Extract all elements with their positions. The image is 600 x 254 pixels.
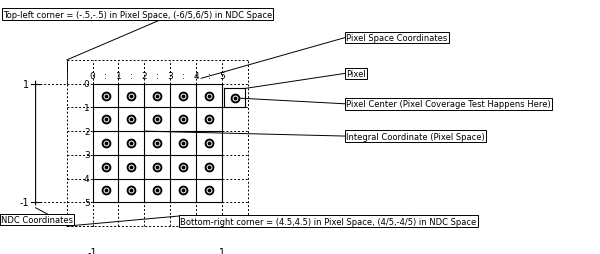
Text: 4: 4 bbox=[193, 72, 199, 81]
Text: :: : bbox=[208, 72, 211, 81]
Text: 1: 1 bbox=[116, 72, 121, 81]
Text: :: : bbox=[92, 127, 94, 136]
Text: Pixel: Pixel bbox=[346, 70, 366, 78]
Text: :: : bbox=[130, 72, 133, 81]
Text: Pixel Center (Pixel Coverage Test Happens Here): Pixel Center (Pixel Coverage Test Happen… bbox=[346, 100, 551, 109]
Text: 2: 2 bbox=[142, 72, 147, 81]
Text: :: : bbox=[92, 80, 94, 89]
Text: :: : bbox=[182, 72, 185, 81]
Text: 0: 0 bbox=[84, 80, 89, 89]
Text: Pixel Space Coordinates: Pixel Space Coordinates bbox=[346, 34, 448, 43]
Text: 1: 1 bbox=[23, 79, 29, 89]
Text: :: : bbox=[92, 198, 94, 207]
Text: 5: 5 bbox=[84, 198, 89, 207]
Text: 2: 2 bbox=[84, 127, 89, 136]
Text: Integral Coordinate (Pixel Space): Integral Coordinate (Pixel Space) bbox=[346, 132, 485, 141]
Text: :: : bbox=[92, 174, 94, 183]
Text: 3: 3 bbox=[167, 72, 173, 81]
Text: 0: 0 bbox=[90, 72, 95, 81]
Text: NDC Coordinates: NDC Coordinates bbox=[1, 215, 73, 224]
Text: :: : bbox=[92, 103, 94, 113]
Text: 4: 4 bbox=[84, 174, 89, 183]
Text: :: : bbox=[156, 72, 158, 81]
Text: Top-left corner = (-.5,-.5) in Pixel Space, (-6/5,6/5) in NDC Space: Top-left corner = (-.5,-.5) in Pixel Spa… bbox=[3, 11, 272, 20]
Text: 1: 1 bbox=[84, 103, 89, 113]
Text: -1: -1 bbox=[88, 247, 97, 254]
Text: Bottom-right corner = (4.5,4.5) in Pixel Space, (4/5,-4/5) in NDC Space: Bottom-right corner = (4.5,4.5) in Pixel… bbox=[181, 217, 476, 226]
Text: 1: 1 bbox=[219, 247, 225, 254]
Text: 3: 3 bbox=[84, 151, 89, 160]
Text: :: : bbox=[104, 72, 107, 81]
Text: 5: 5 bbox=[219, 72, 225, 81]
Text: :: : bbox=[92, 151, 94, 160]
Text: -1: -1 bbox=[19, 198, 29, 208]
